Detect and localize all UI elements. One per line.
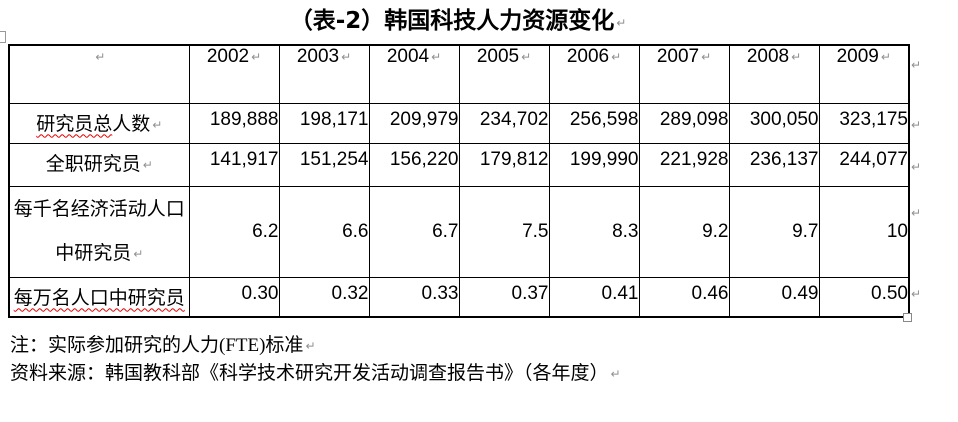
year-header-cell[interactable]: 2002 ↵ (188, 44, 280, 104)
note-text: 资料来源：韩国教科部《科学技术研究开发活动调查报告书》（各年度） (10, 363, 609, 384)
table-resize-handle[interactable] (903, 313, 912, 322)
value-cell[interactable]: 179,812 (458, 142, 550, 187)
row-label-line1: 每千名经济活动人口 (13, 198, 185, 220)
paragraph-mark-icon: ↵ (611, 50, 622, 64)
table-move-handle[interactable] (0, 31, 6, 43)
header-row: ↵ 2002 ↵ 2003 ↵ 2004 ↵ 2005 ↵ 2006 ↵ 2007 ↵ 20… (8, 44, 910, 104)
paragraph-mark-icon: ↵ (133, 246, 144, 261)
value-cell[interactable]: 300,050 (728, 102, 820, 144)
value-cell[interactable]: 7.5 (458, 185, 550, 278)
year-header-cell[interactable]: 2007 ↵ (638, 44, 730, 104)
paragraph-mark-icon: ↵ (251, 50, 262, 64)
paragraph-mark-icon: ↵ (152, 117, 163, 132)
value-cell[interactable]: 0.37 (458, 276, 550, 318)
table-row: 全职研究员 ↵ 141,917 151,254 156,220 179,812 1… (8, 142, 910, 187)
table-row: 每万名人口中研究员 0.30 0.32 0.33 0.37 0.41 0.46 … (8, 276, 910, 318)
paragraph-mark-icon: ↵ (305, 339, 316, 353)
year-header-cell[interactable]: 2003 ↵ (278, 44, 370, 104)
value-cell[interactable]: 0.46 (638, 276, 730, 318)
note-source[interactable]: 资料来源：韩国教科部《科学技术研究开发活动调查报告书》（各年度） ↵ (10, 360, 621, 388)
data-table: ↵ 2002 ↵ 2003 ↵ 2004 ↵ 2005 ↵ 2006 ↵ 2007 ↵ 20… (8, 44, 910, 318)
year-label: 2008 (746, 46, 790, 67)
row-end-mark-icon: ↵ (911, 287, 922, 301)
value-cell[interactable]: 323,175 (818, 102, 910, 144)
value-cell[interactable]: 236,137 (728, 142, 820, 187)
note-text: 注：实际参加研究的人力(FTE)标准 (10, 335, 304, 356)
value-cell[interactable]: 0.33 (368, 276, 460, 318)
paragraph-mark-icon: ↵ (610, 367, 621, 381)
year-label: 2005 (476, 46, 520, 67)
value-cell[interactable]: 8.3 (548, 185, 640, 278)
value-cell[interactable]: 6.6 (278, 185, 370, 278)
row-end-mark-icon: ↵ (911, 160, 922, 174)
year-label: 2006 (566, 46, 610, 67)
paragraph-mark-icon: ↵ (142, 157, 153, 172)
value-cell[interactable]: 9.2 (638, 185, 730, 278)
row-label-text: 全职研究员 (45, 153, 141, 175)
value-cell[interactable]: 289,098 (638, 102, 730, 144)
year-label: 2007 (656, 46, 700, 67)
table-row: 每千名经济活动人口 中研究员 ↵ 6.2 6.6 6.7 7.5 8.3 9.2 … (8, 185, 910, 278)
corner-cell[interactable]: ↵ (8, 44, 190, 104)
title-text: （表-2）韩国科技人力资源变化 (289, 8, 615, 34)
value-cell[interactable]: 0.50 (818, 276, 910, 318)
row-end-mark-icon: ↵ (911, 58, 922, 72)
note-fte[interactable]: 注：实际参加研究的人力(FTE)标准 ↵ (10, 332, 621, 360)
year-header-cell[interactable]: 2006 ↵ (548, 44, 640, 104)
row-label-text: 中研究员 (55, 242, 132, 264)
value-cell[interactable]: 221,928 (638, 142, 730, 187)
paragraph-mark-icon: ↵ (95, 50, 106, 64)
value-cell[interactable]: 0.41 (548, 276, 640, 318)
row-label-cell[interactable]: 全职研究员 ↵ (8, 142, 190, 187)
document-title[interactable]: （表-2）韩国科技人力资源变化 ↵ (8, 6, 908, 38)
value-cell[interactable]: 234,702 (458, 102, 550, 144)
value-cell[interactable]: 0.30 (188, 276, 280, 318)
value-cell[interactable]: 198,171 (278, 102, 370, 144)
paragraph-mark-icon: ↵ (431, 50, 442, 64)
value-cell[interactable]: 189,888 (188, 102, 280, 144)
row-end-mark-icon: ↵ (911, 206, 922, 220)
notes-block: 注：实际参加研究的人力(FTE)标准 ↵ 资料来源：韩国教科部《科学技术研究开发活… (10, 332, 621, 388)
spellchecked-text: 每万名人口中研究员 (13, 287, 185, 309)
paragraph-mark-icon: ↵ (791, 50, 802, 64)
row-label-cell[interactable]: 每万名人口中研究员 (8, 276, 190, 318)
row-label-cell[interactable]: 研究员总人数 ↵ (8, 102, 190, 144)
row-label-line2: 中研究员 ↵ (10, 232, 188, 276)
year-header-cell[interactable]: 2005 ↵ (458, 44, 550, 104)
value-cell[interactable]: 209,979 (368, 102, 460, 144)
table-row: 研究员总人数 ↵ 189,888 198,171 209,979 234,702 … (8, 102, 910, 144)
row-label-cell[interactable]: 每千名经济活动人口 中研究员 ↵ (8, 185, 190, 278)
year-header-cell[interactable]: 2004 ↵ (368, 44, 460, 104)
year-label: 2009 (836, 46, 879, 67)
value-cell[interactable]: 199,990 (548, 142, 640, 187)
value-cell[interactable]: 10 (818, 185, 910, 278)
row-end-mark-icon: ↵ (911, 118, 922, 132)
value-cell[interactable]: 151,254 (278, 142, 370, 187)
value-cell[interactable]: 0.32 (278, 276, 370, 318)
value-cell[interactable]: 9.7 (728, 185, 820, 278)
paragraph-mark-icon: ↵ (521, 50, 532, 64)
value-cell[interactable]: 0.49 (728, 276, 820, 318)
value-cell[interactable]: 256,598 (548, 102, 640, 144)
paragraph-mark-icon: ↵ (701, 50, 712, 64)
paragraph-mark-icon: ↵ (880, 50, 891, 64)
value-cell[interactable]: 6.2 (188, 185, 280, 278)
spellchecked-text: 研究员总 (36, 113, 113, 135)
year-header-cell[interactable]: 2009 ↵ (818, 44, 910, 104)
paragraph-mark-icon: ↵ (616, 16, 627, 30)
year-label: 2004 (386, 46, 430, 67)
row-label-text: 人数 (112, 113, 151, 135)
value-cell[interactable]: 6.7 (368, 185, 460, 278)
year-header-cell[interactable]: 2008 ↵ (728, 44, 820, 104)
paragraph-mark-icon: ↵ (341, 50, 352, 64)
year-label: 2003 (296, 46, 340, 67)
value-cell[interactable]: 156,220 (368, 142, 460, 187)
value-cell[interactable]: 141,917 (188, 142, 280, 187)
year-label: 2002 (206, 46, 250, 67)
value-cell[interactable]: 244,077 (818, 142, 910, 187)
